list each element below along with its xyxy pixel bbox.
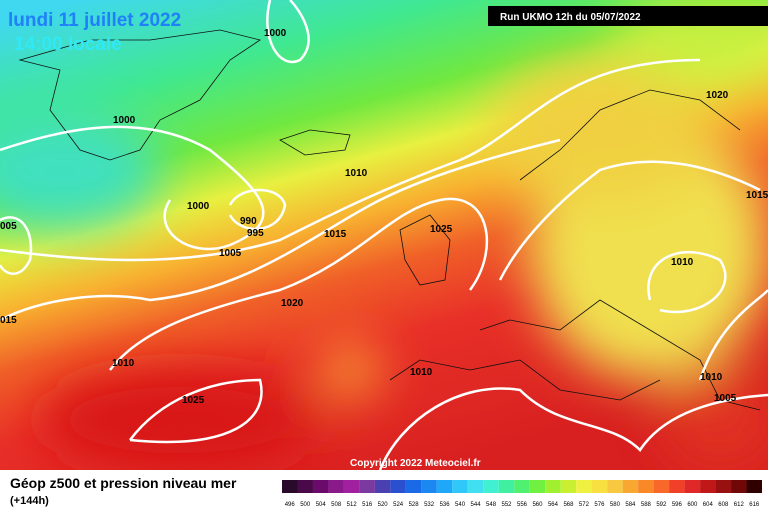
isobar-label: 1000 <box>113 115 136 126</box>
color-swatch <box>297 480 313 493</box>
isobar-label: 1010 <box>410 367 433 378</box>
color-swatch <box>684 480 701 493</box>
isobar-label: 1025 <box>182 395 205 406</box>
color-swatch <box>622 480 639 493</box>
colorbar-label: 524 <box>393 502 404 508</box>
run-box <box>488 6 768 26</box>
colorbar-label: 496 <box>285 502 296 508</box>
color-swatch <box>514 480 530 493</box>
color-swatch <box>669 480 685 493</box>
colorbar-label: 536 <box>440 502 451 508</box>
isobar-label: 1025 <box>430 224 453 235</box>
colorbar-label: 552 <box>502 502 513 508</box>
colorbar-label: 500 <box>300 502 311 508</box>
isobar-label: 1020 <box>281 298 304 309</box>
map <box>0 0 768 471</box>
color-swatch <box>638 480 654 493</box>
color-swatch <box>560 480 577 493</box>
isobar-label: 990 <box>240 216 257 227</box>
colorbar-label: 580 <box>610 502 621 508</box>
color-swatch <box>545 480 561 493</box>
isobar-label: 1015 <box>324 229 347 240</box>
color-swatch <box>343 480 360 493</box>
isobar-label: 015 <box>0 315 17 326</box>
colorbar-label: 616 <box>749 502 760 508</box>
run-info: Run UKMO 12h du 05/07/2022 <box>500 12 641 23</box>
colorbar-label: 584 <box>625 502 636 508</box>
color-swatch <box>282 480 298 493</box>
isobar-label: 1000 <box>187 201 210 212</box>
colorbar-label: 512 <box>347 502 358 508</box>
isobar-label: 1010 <box>112 358 135 369</box>
colorbar-label: 560 <box>532 502 543 508</box>
isobar-label: 1010 <box>671 257 694 268</box>
colorbar-label: 596 <box>672 502 683 508</box>
color-swatch <box>746 480 762 493</box>
isobar-label: 1010 <box>345 168 368 179</box>
colorbar-label: 556 <box>517 502 528 508</box>
colorbar: 496 500 504 508 512 516 520 524 528 532 536 540 544 5… <box>282 480 762 508</box>
isobar-labels: 1000 1020 1000 1010 1015 1000 990 995 00… <box>0 28 768 406</box>
color-swatch <box>390 480 406 493</box>
colorbar-label: 600 <box>687 502 698 508</box>
isobar-label: 1015 <box>746 190 768 201</box>
colorbar-label: 572 <box>579 502 590 508</box>
color-swatch <box>436 480 453 493</box>
color-swatch <box>483 480 499 493</box>
color-swatch <box>405 480 422 493</box>
color-swatch <box>374 480 391 493</box>
colorbar-label: 528 <box>409 502 420 508</box>
color-swatch <box>653 480 670 493</box>
colorbar-label: 504 <box>316 502 327 508</box>
colorbar-label: 604 <box>703 502 714 508</box>
isobar-label: 1020 <box>706 90 729 101</box>
color-swatch <box>467 480 484 493</box>
isobar-label: 005 <box>0 221 17 232</box>
colorbar-label: 608 <box>718 502 729 508</box>
color-swatch <box>452 480 468 493</box>
isobar-label: 1000 <box>264 28 287 39</box>
colorbar-label: 532 <box>424 502 435 508</box>
date-title: lundi 11 juillet 2022 <box>8 10 181 31</box>
colorbar-label: 544 <box>471 502 482 508</box>
legend-title: Géop z500 et pression niveau mer <box>10 475 237 491</box>
color-swatch <box>498 480 515 493</box>
legend-lead: (+144h) <box>10 495 49 507</box>
colorbar-label: 576 <box>594 502 605 508</box>
color-swatch <box>529 480 546 493</box>
time-title: 14:00 locale <box>14 34 122 55</box>
colorbar-label: 508 <box>331 502 342 508</box>
isobar-label: 1005 <box>714 393 737 404</box>
color-swatch <box>312 480 329 493</box>
color-swatch <box>607 480 623 493</box>
colorbar-label: 520 <box>378 502 389 508</box>
colorbar-label: 568 <box>563 502 574 508</box>
color-swatch <box>700 480 716 493</box>
colorbar-label: 592 <box>656 502 667 508</box>
isobar-label: 1010 <box>700 372 723 383</box>
copyright: Copyright 2022 Meteociel.fr <box>350 458 481 469</box>
colorbar-label: 540 <box>455 502 466 508</box>
isobar-label: 995 <box>247 228 264 239</box>
colorbar-label: 548 <box>486 502 497 508</box>
isobar-label: 1005 <box>219 248 242 259</box>
color-swatch <box>576 480 592 493</box>
color-swatch <box>328 480 344 493</box>
colorbar-label: 564 <box>548 502 559 508</box>
color-swatch <box>731 480 747 493</box>
color-swatch <box>715 480 732 493</box>
color-swatch <box>591 480 608 493</box>
colorbar-label: 516 <box>362 502 373 508</box>
color-swatch <box>359 480 375 493</box>
color-swatch <box>421 480 437 493</box>
colorbar-label: 612 <box>734 502 745 508</box>
colorbar-label: 588 <box>641 502 652 508</box>
